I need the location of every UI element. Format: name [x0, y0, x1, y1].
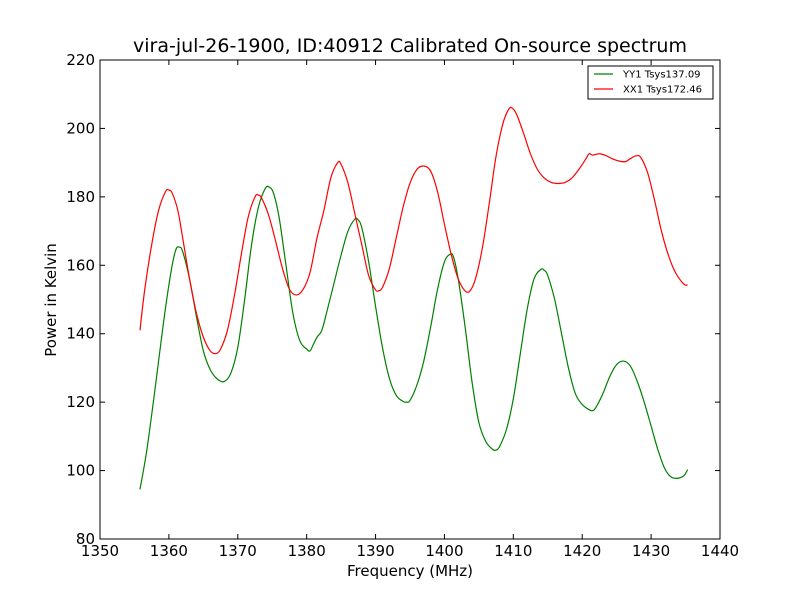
y-tick-label: 220 [66, 51, 95, 69]
x-tick-label: 1370 [219, 542, 257, 560]
legend-label: YY1 Tsys137.09 [622, 70, 701, 81]
x-tick-label: 1430 [632, 542, 670, 560]
x-tick-label: 1380 [288, 542, 326, 560]
y-tick-label: 200 [66, 119, 95, 137]
y-axis-label: Power in Kelvin [42, 243, 60, 357]
y-tick-label: 140 [66, 325, 95, 343]
x-tick-label: 1350 [81, 542, 119, 560]
x-tick-label: 1400 [425, 542, 463, 560]
chart-title: vira-jul-26-1900, ID:40912 Calibrated On… [133, 35, 687, 57]
legend: YY1 Tsys137.09 XX1 Tsys172.46 [587, 65, 714, 100]
y-tick-label: 160 [66, 256, 95, 274]
legend-label: XX1 Tsys172.46 [623, 85, 702, 96]
x-tick-label: 1360 [150, 542, 188, 560]
plot-lines [139, 106, 689, 490]
y-tick-label: 80 [76, 530, 95, 548]
series-line-0 [139, 185, 689, 490]
x-axis-label: Frequency (MHz) [347, 562, 473, 580]
y-tick-label: 180 [66, 188, 95, 206]
plot-frame [99, 59, 721, 540]
y-tick-label: 120 [66, 393, 95, 411]
x-tick-label: 1410 [494, 542, 532, 560]
axis-ticks: 1350 1360 1370 1380 1390 1400 1410 1420 1430 1440… [66, 51, 739, 560]
y-tick-label: 100 [66, 462, 95, 480]
x-tick-label: 1420 [563, 542, 601, 560]
series-line-1 [139, 106, 688, 355]
legend-box [587, 65, 714, 100]
x-tick-label: 1390 [356, 542, 394, 560]
x-tick-label: 1440 [701, 542, 739, 560]
